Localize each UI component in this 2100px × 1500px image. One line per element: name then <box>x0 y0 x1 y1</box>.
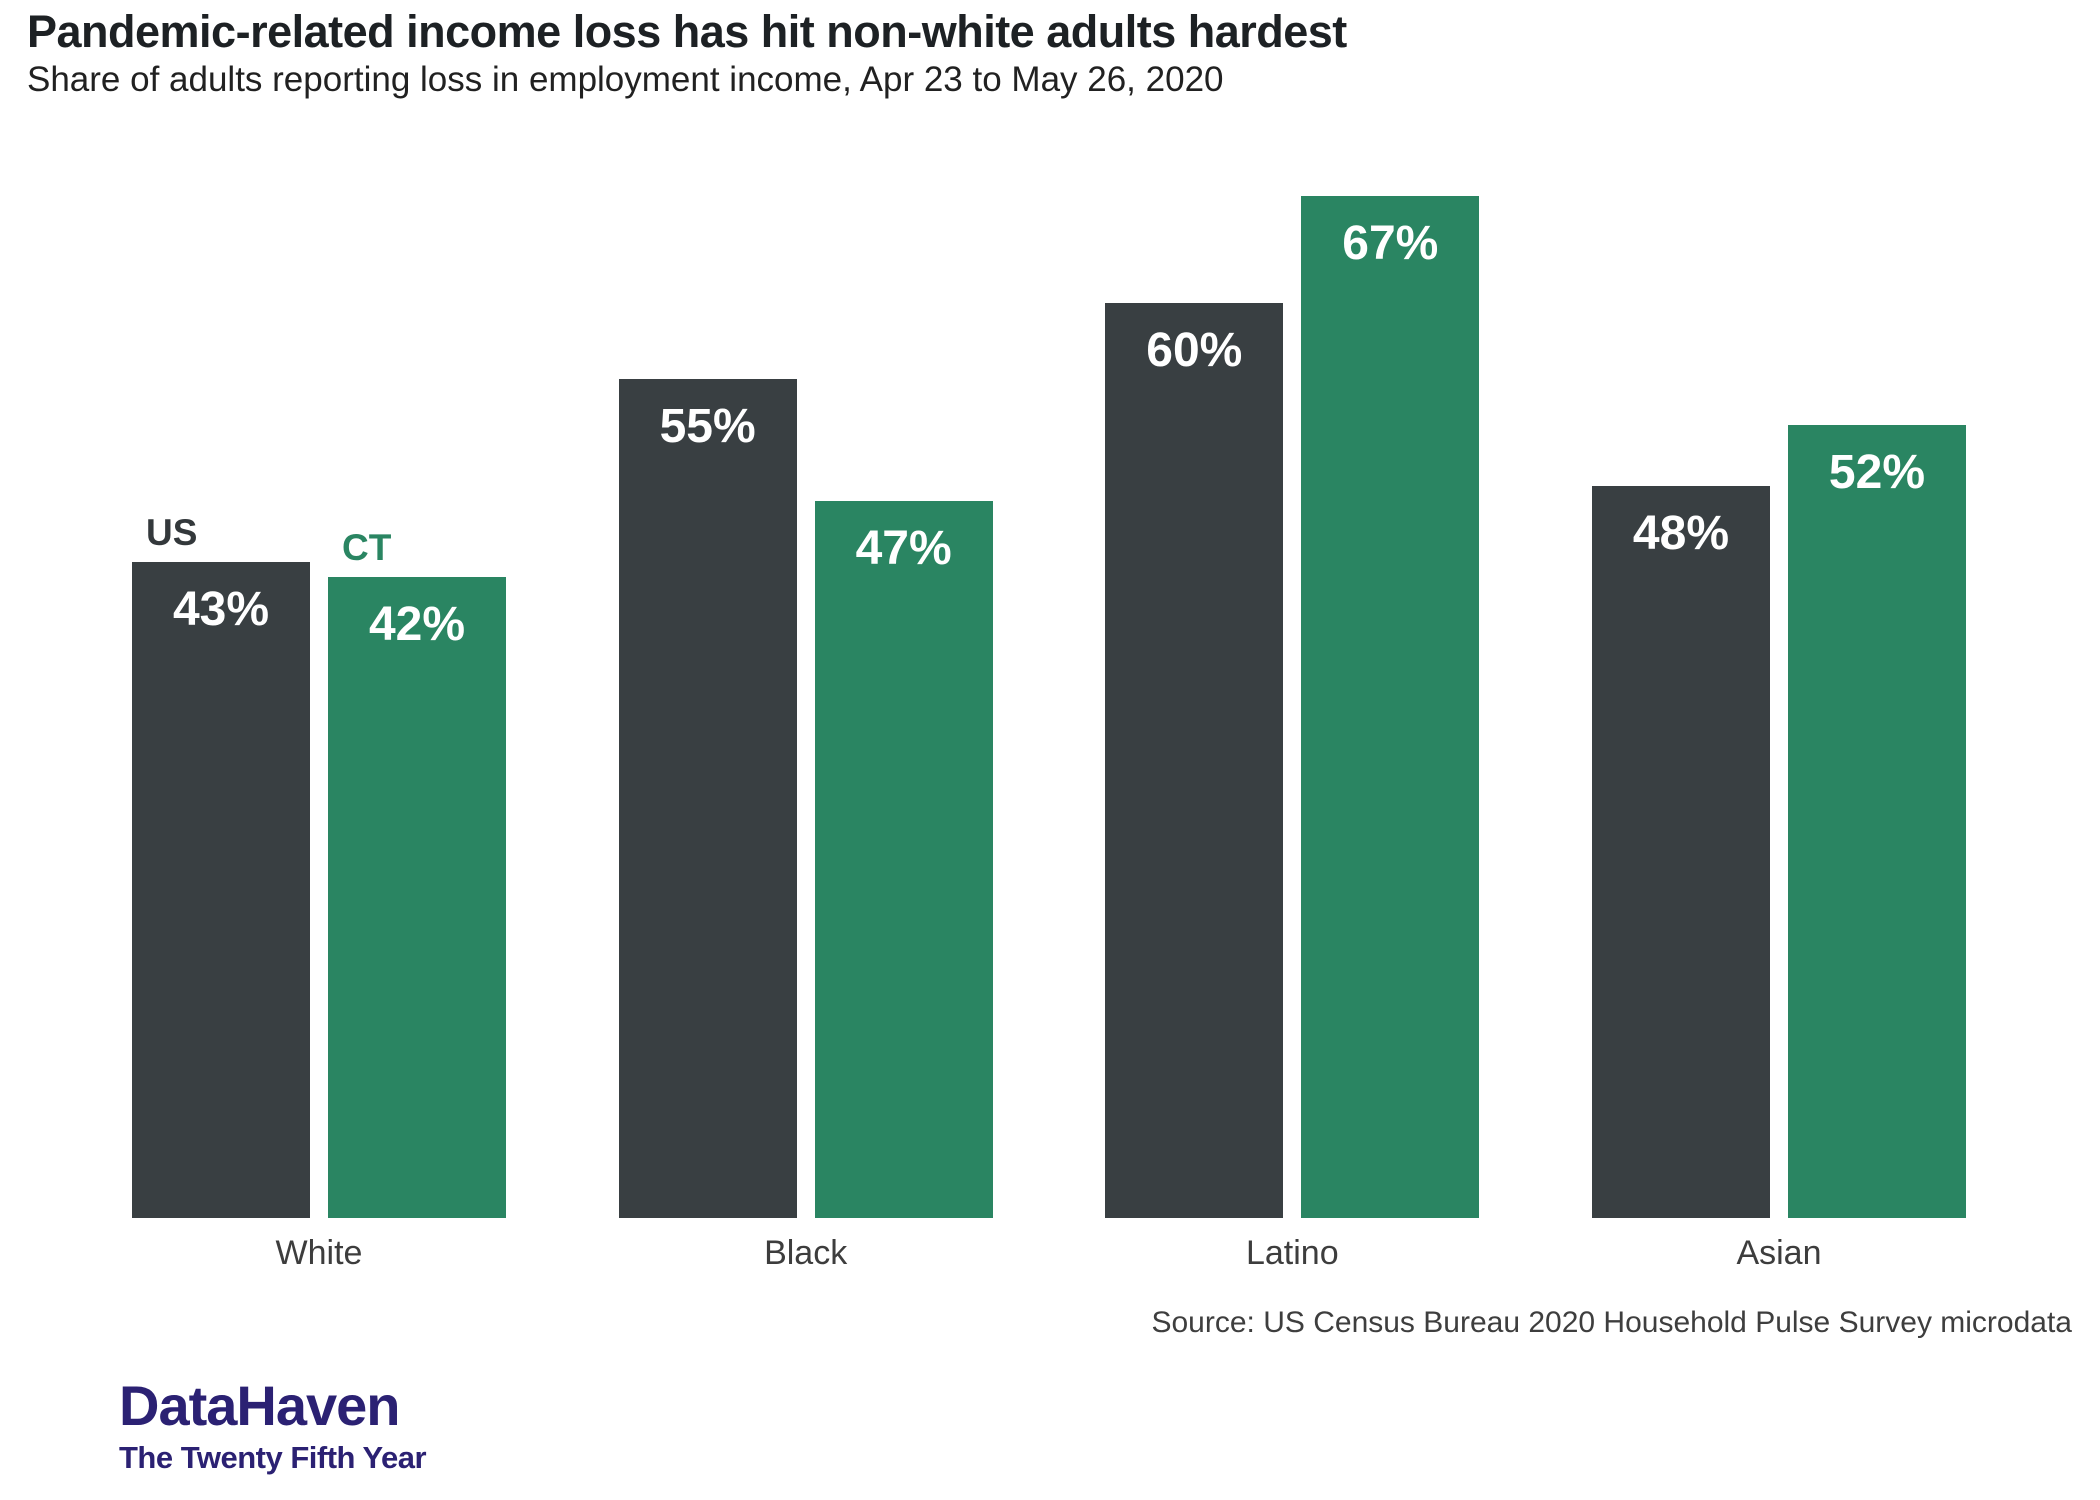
bar-chart: US 43% CT 42% White 55% 47% Black 60% 67% Latino 48… <box>132 150 1966 1272</box>
chart-title: Pandemic-related income loss has hit non… <box>27 6 1347 57</box>
value-label-ct-black: 47% <box>855 522 952 575</box>
value-label-us-latino: 60% <box>1146 324 1243 377</box>
category-label-black: Black <box>764 1234 848 1272</box>
category-label-latino: Latino <box>1245 1234 1339 1272</box>
logo-title: DataHaven <box>119 1374 400 1437</box>
value-label-ct-white: 42% <box>368 598 466 651</box>
bar-group-black: 55% 47% Black <box>618 379 993 1272</box>
bar-ct-latino: 67% <box>1301 196 1480 1218</box>
series-label-ct: CT <box>342 527 392 568</box>
bar-us-white: US 43% <box>132 512 310 1218</box>
bar-ct-asian: 52% <box>1787 425 1966 1218</box>
logo-tagline: The Twenty Fifth Year <box>119 1440 427 1475</box>
series-label-us: US <box>146 512 198 553</box>
bar-group-white: US 43% CT 42% White <box>132 512 506 1272</box>
bar-us-asian: 48% <box>1591 486 1770 1218</box>
source-note: Source: US Census Bureau 2020 Household … <box>1151 1306 2072 1339</box>
value-label-ct-latino: 67% <box>1342 217 1439 270</box>
value-label-us-asian: 48% <box>1632 507 1729 560</box>
bar-group-asian: 48% 52% Asian <box>1591 425 1966 1272</box>
bar-ct-white: CT 42% <box>328 527 506 1218</box>
value-label-us-white: 43% <box>172 583 270 636</box>
bar-group-latino: 60% 67% Latino <box>1105 196 1480 1272</box>
value-label-us-black: 55% <box>659 400 756 453</box>
category-label-white: White <box>275 1234 363 1272</box>
bar-ct-black: 47% <box>814 501 993 1218</box>
datahaven-logo: DataHaven The Twenty Fifth Year <box>119 1374 427 1475</box>
bar-us-latino: 60% <box>1105 303 1284 1218</box>
bar-us-black: 55% <box>618 379 797 1218</box>
chart-subtitle: Share of adults reporting loss in employ… <box>27 60 1224 99</box>
value-label-ct-asian: 52% <box>1828 446 1925 499</box>
category-label-asian: Asian <box>1736 1234 1822 1272</box>
